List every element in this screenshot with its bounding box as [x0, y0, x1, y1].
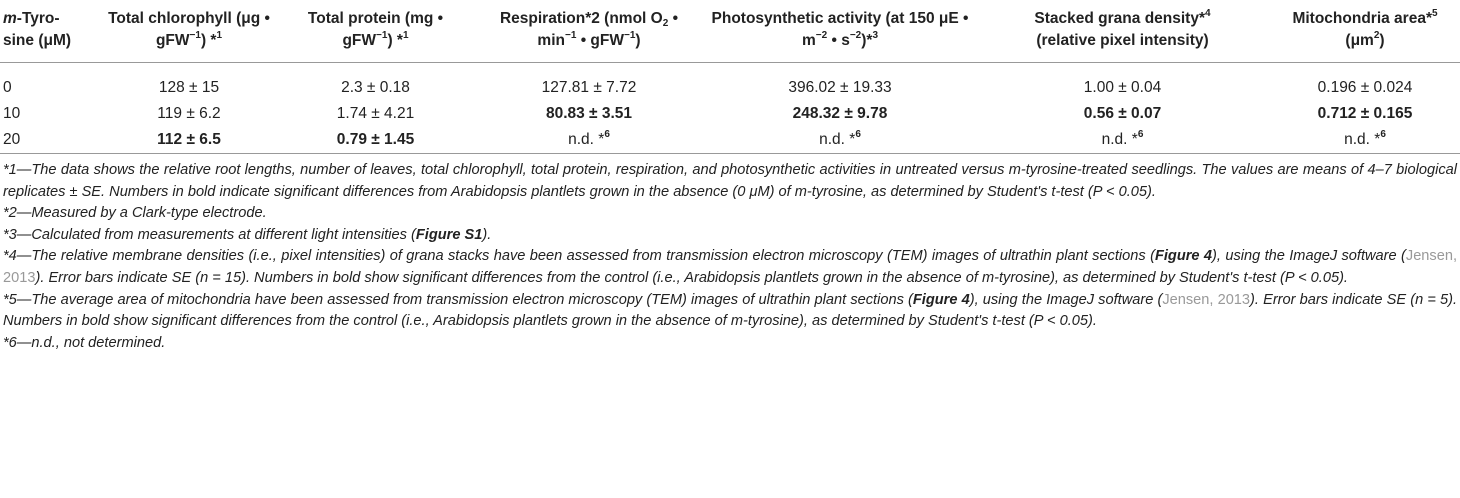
text: ), using the ImageJ software (	[969, 291, 1163, 308]
text: 6	[1137, 129, 1144, 140]
text: • gFW	[576, 32, 624, 49]
figure-link[interactable]: Figure 4	[1154, 248, 1213, 265]
text: • s	[827, 32, 850, 49]
header-cell: Stacked grana density*4 (relative pixel …	[975, 0, 1270, 63]
table-cell: 0.79 ± 1.45	[336, 131, 415, 148]
table-cell: 0.196 ± 0.024	[1317, 79, 1413, 96]
text: )*	[861, 32, 873, 49]
footnote: *3—Calculated from measurements at diffe…	[3, 225, 1457, 247]
table-header: m-Tyro-sine (μM) Total chlorophyll (μg •…	[0, 0, 1460, 63]
header-cell: Respiration*2 (nmol O2 • min−1 • gFW−1)	[473, 0, 705, 63]
text: ) *	[200, 32, 217, 49]
table-cell: n.d. *6	[975, 127, 1270, 154]
text: 3	[872, 30, 879, 41]
header-cell: Total protein (mg • gFW−1) *1	[278, 0, 473, 63]
text: ). Error bars indicate SE (n = 15). Numb…	[35, 269, 1348, 286]
table-cell: 10	[3, 105, 21, 122]
table-cell: n.d. *6	[1270, 127, 1460, 154]
header-cell: Total chlorophyll (μg • gFW−1) *1	[100, 0, 278, 63]
text: (relative pixel intensity)	[1036, 32, 1209, 49]
table-cell: 396.02 ± 19.33	[788, 79, 892, 96]
text: m	[3, 10, 17, 27]
text: −1	[189, 30, 201, 41]
figure-link[interactable]: Figure S1	[415, 226, 483, 243]
text: −1	[624, 30, 636, 41]
table-row: 0 128 ± 15 2.3 ± 0.18 127.81 ± 7.72 396.02 ±…	[0, 63, 1460, 102]
text: 6	[855, 129, 861, 140]
text: *3—Calculated from measurements at diffe…	[3, 226, 416, 243]
text: −2	[815, 30, 828, 41]
header-cell: Photosynthetic activity (at 150 μE • m−2…	[705, 0, 975, 63]
table-cell: 0	[3, 79, 12, 96]
text: -Tyro-	[16, 10, 60, 27]
text: sine (μM)	[3, 32, 72, 49]
text: 5	[1431, 8, 1438, 19]
table-cell: n.d. *6	[705, 127, 975, 154]
table-cell: 128 ± 15	[158, 79, 220, 96]
text: *6—n.d., not determined.	[3, 334, 166, 351]
header-cell: Mitochondria area*5 (μm2)	[1270, 0, 1460, 63]
text: )	[1379, 32, 1385, 49]
header-cell: m-Tyro-sine (μM)	[0, 0, 100, 63]
text: 4	[1205, 8, 1211, 19]
text: *4—The relative membrane densities (i.e.…	[3, 248, 1155, 265]
text: *1—The data shows the relative root leng…	[3, 162, 1457, 200]
text: Total chlorophyll (μg • gFW	[108, 10, 270, 49]
table-cell: 1.74 ± 4.21	[336, 105, 415, 122]
text: Stacked grana density*	[1034, 10, 1205, 27]
text: ), using the ImageJ software (	[1212, 248, 1406, 265]
text: 1	[216, 30, 223, 41]
text: 6	[604, 129, 610, 140]
footnote: *4—The relative membrane densities (i.e.…	[3, 246, 1457, 289]
footnotes: *1—The data shows the relative root leng…	[0, 160, 1460, 354]
table-cell: 80.83 ± 3.51	[545, 105, 633, 122]
table-cell: 127.81 ± 7.72	[541, 79, 637, 96]
text: n.d. *	[819, 131, 856, 148]
footnote: *6—n.d., not determined.	[3, 333, 1457, 355]
text: Mitochondria area*	[1292, 10, 1432, 27]
text: n.d. *	[568, 131, 605, 148]
table-cell: 0.712 ± 0.165	[1317, 105, 1413, 122]
table-cell: 112 ± 6.5	[157, 131, 221, 148]
table-cell: 20	[3, 131, 21, 148]
text: 2	[662, 18, 669, 29]
table-row: 20 112 ± 6.5 0.79 ± 1.45 n.d. *6 n.d. *6 n…	[0, 127, 1460, 154]
text: *5—The average area of mitochondria have…	[3, 291, 913, 308]
data-table: m-Tyro-sine (μM) Total chlorophyll (μg •…	[0, 0, 1460, 154]
table-cell: 1.00 ± 0.04	[1083, 79, 1162, 96]
figure-link[interactable]: Figure 4	[912, 291, 970, 308]
reference-link[interactable]: Jensen, 2013	[1162, 291, 1251, 308]
footnote: *5—The average area of mitochondria have…	[3, 290, 1457, 333]
footnote: *1—The data shows the relative root leng…	[3, 160, 1457, 203]
text: Photosynthetic activity (at 150 μE • m	[711, 10, 969, 49]
text: 1	[402, 30, 409, 41]
text: ).	[482, 226, 492, 243]
table-cell: 2.3 ± 0.18	[341, 79, 410, 96]
text: −1	[376, 30, 388, 41]
table-cell: 119 ± 6.2	[157, 105, 221, 122]
table-cell: 0.56 ± 0.07	[1083, 105, 1162, 122]
tr: m-Tyro-sine (μM) Total chlorophyll (μg •…	[0, 0, 1460, 63]
text: n.d. *	[1101, 131, 1138, 148]
text: Respiration*2 (nmol O	[499, 10, 663, 27]
text: ) *	[387, 32, 403, 49]
text: −2	[849, 30, 862, 41]
text: −1	[564, 30, 577, 41]
table-cell: 248.32 ± 9.78	[792, 105, 888, 122]
text: • min	[537, 10, 679, 49]
text: (μm	[1345, 32, 1374, 49]
text: ). Error bars indicate SE (n = 5). Numbe…	[3, 291, 1458, 330]
text: 2	[1373, 30, 1380, 41]
reference-link[interactable]: Jensen, 2013	[3, 248, 1458, 286]
table-body: 0 128 ± 15 2.3 ± 0.18 127.81 ± 7.72 396.02 ±…	[0, 63, 1460, 154]
text: *2—Measured by a Clark-type electrode.	[3, 205, 267, 222]
text: )	[635, 32, 641, 49]
text: Total protein (mg • gFW	[307, 10, 444, 49]
table-row: 10 119 ± 6.2 1.74 ± 4.21 80.83 ± 3.51 248.32…	[0, 101, 1460, 127]
text: n.d. *	[1344, 131, 1381, 148]
table-cell: n.d. *6	[473, 127, 705, 154]
footnote: *2—Measured by a Clark-type electrode.	[3, 203, 1457, 225]
text: 6	[1380, 129, 1386, 140]
